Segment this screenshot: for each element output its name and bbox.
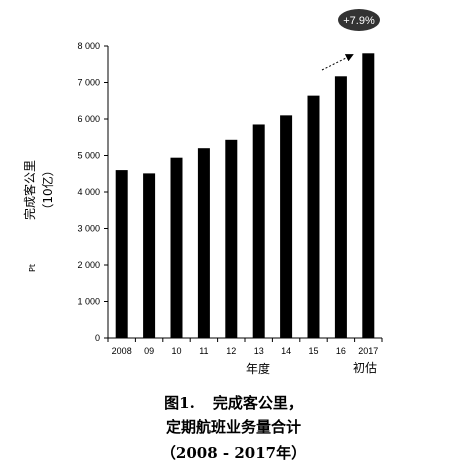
x-tick-label: 09 <box>144 346 154 356</box>
bar-12 <box>225 139 238 338</box>
growth-badge <box>338 9 380 31</box>
caption-figure-label: 图1. <box>164 394 195 412</box>
x-tick-label: 16 <box>336 346 346 356</box>
bar-16 <box>334 76 347 339</box>
x-axis-title: 年度 <box>246 361 270 376</box>
y-tick-label: 2 000 <box>77 260 100 270</box>
bar-09 <box>143 173 156 338</box>
bar-2008 <box>115 170 128 338</box>
x-tick-label: 2008 <box>112 346 132 356</box>
caption-title: 完成客公里， <box>212 394 303 412</box>
x-tick-label: 11 <box>199 346 208 356</box>
growth-arrow <box>321 54 354 71</box>
x-axis-ticks: 2008 09 10 11 12 13 14 15 16 2017 <box>107 338 383 356</box>
caption-line3: （2008 - 2017年） <box>160 444 307 462</box>
bar-10 <box>170 157 183 338</box>
estimate-label: 初估 <box>353 361 377 375</box>
y-tick-label: 8 000 <box>77 41 100 51</box>
y-tick-label: 6 000 <box>77 114 100 124</box>
caption-line1: 图1. 完成客公里， <box>0 392 467 413</box>
x-tick-label: 15 <box>308 346 318 356</box>
y-tick-label: 7 000 <box>77 78 100 88</box>
y-axis-label-line2: （10亿） <box>40 164 55 215</box>
y-axis-ticks: 0 1 000 2 000 3 000 4 000 5 000 6 000 7 000 8 00… <box>77 41 108 343</box>
y-tick-label: 3 000 <box>77 224 100 234</box>
bar-14 <box>280 115 293 338</box>
growth-badge-text: +7.9% <box>343 15 375 27</box>
x-tick-label: 13 <box>254 346 264 356</box>
x-tick-label: 12 <box>226 346 236 356</box>
y-tick-label: 5 000 <box>77 151 100 161</box>
bar-11 <box>197 148 210 338</box>
bar-chart: 0 1 000 2 000 3 000 4 000 5 000 6 000 7 000 8 00… <box>22 9 383 376</box>
caption-line2: 定期航班业务量合计 <box>165 418 301 436</box>
y-tick-label: 0 <box>95 333 100 343</box>
bar-13 <box>252 124 265 338</box>
bar-2017 <box>362 53 375 339</box>
bar-15 <box>307 95 320 338</box>
bars-group <box>115 53 375 339</box>
x-tick-label: 2017 <box>358 346 378 356</box>
y-tick-label: 4 000 <box>77 187 100 197</box>
y-axis-note: Pt <box>28 264 37 272</box>
x-tick-label: 14 <box>281 346 291 356</box>
y-tick-label: 1 000 <box>77 297 100 307</box>
y-axis-label-line1: 完成客公里 <box>22 160 37 220</box>
x-tick-label: 10 <box>171 346 181 356</box>
